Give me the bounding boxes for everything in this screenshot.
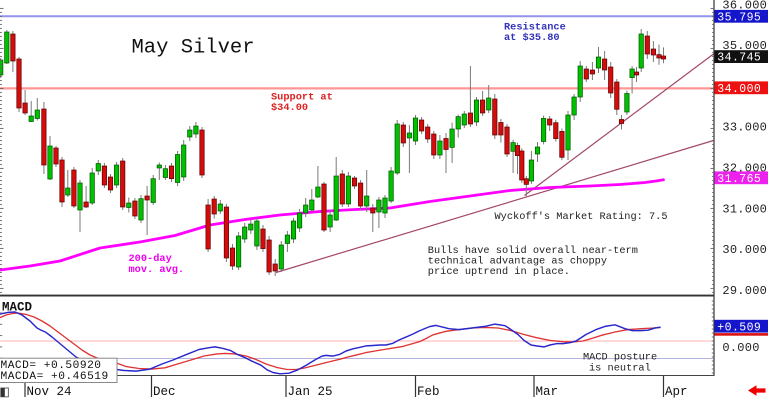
svg-text:May Silver: May Silver xyxy=(132,36,255,59)
svg-text:Nov 24: Nov 24 xyxy=(27,385,72,399)
svg-text:Feb: Feb xyxy=(417,385,440,399)
svg-text:0.000: 0.000 xyxy=(722,341,759,355)
svg-text:34.745: 34.745 xyxy=(717,52,761,65)
svg-text:MACDA= +0.46519: MACDA= +0.46519 xyxy=(1,371,109,383)
svg-text:+0.509: +0.509 xyxy=(717,321,761,334)
svg-text:Wyckoff's Market Rating: 7.5: Wyckoff's Market Rating: 7.5 xyxy=(495,211,668,223)
svg-text:$34.00: $34.00 xyxy=(271,102,308,114)
svg-text:technical advantage as choppy: technical advantage as choppy xyxy=(428,256,607,268)
svg-text:29.000: 29.000 xyxy=(722,284,767,298)
svg-text:Apr: Apr xyxy=(665,385,688,399)
svg-text:Resistance: Resistance xyxy=(504,22,566,34)
svg-text:Bulls have solid overall near-: Bulls have solid overall near-term xyxy=(428,245,638,257)
svg-text:30.000: 30.000 xyxy=(722,243,767,257)
svg-text:MACD: MACD xyxy=(2,301,33,315)
svg-text:at $35.80: at $35.80 xyxy=(504,32,560,44)
svg-text:price uptrend in place.: price uptrend in place. xyxy=(428,266,570,278)
svg-text:200-day: 200-day xyxy=(129,253,172,265)
svg-text:33.000: 33.000 xyxy=(722,121,767,135)
svg-text:35.000: 35.000 xyxy=(722,39,767,53)
svg-text:Support at: Support at xyxy=(271,92,333,104)
svg-text:34.000: 34.000 xyxy=(717,83,761,96)
svg-text:is neutral: is neutral xyxy=(589,363,651,375)
svg-text:36.000: 36.000 xyxy=(722,0,767,12)
svg-text:31.765: 31.765 xyxy=(717,173,761,186)
svg-text:Mar: Mar xyxy=(536,385,559,399)
svg-text:MACD posture: MACD posture xyxy=(583,352,657,364)
svg-text:Jan 25: Jan 25 xyxy=(288,385,333,399)
svg-text:MACD= +0.50920: MACD= +0.50920 xyxy=(1,360,102,372)
svg-text:mov. avg.: mov. avg. xyxy=(129,264,185,276)
svg-text:35.795: 35.795 xyxy=(717,11,761,24)
svg-text:31.000: 31.000 xyxy=(722,202,767,216)
svg-text:Dec: Dec xyxy=(153,385,176,399)
